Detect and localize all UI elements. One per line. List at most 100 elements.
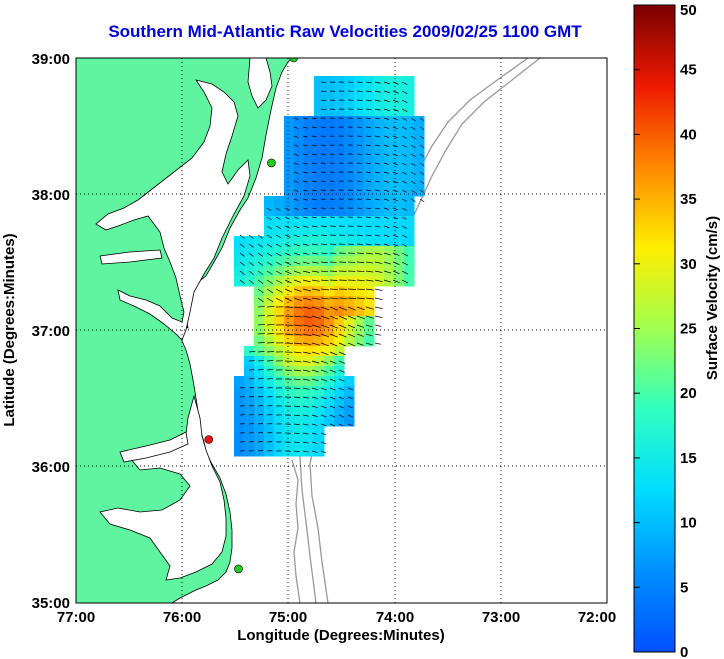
velocity-vector: [347, 342, 355, 347]
velocity-vector: [365, 243, 372, 246]
velocity-vector: [311, 189, 317, 192]
velocity-cell: [314, 386, 325, 397]
velocity-vector: [320, 432, 327, 436]
velocity-vector: [320, 99, 327, 101]
velocity-cell: [384, 166, 395, 177]
velocity-vector: [320, 405, 327, 409]
velocity-vector: [302, 369, 311, 372]
velocity-vector: [401, 171, 407, 175]
velocity-cell: [364, 206, 375, 217]
velocity-cell: [324, 136, 335, 147]
velocity-vector: [311, 306, 321, 310]
velocity-vector: [275, 279, 283, 284]
velocity-cell: [374, 136, 385, 147]
velocity-cell: [364, 96, 375, 107]
velocity-vector: [302, 225, 309, 228]
velocity-cell: [254, 386, 265, 397]
velocity-vector: [365, 117, 371, 120]
velocity-cell: [344, 96, 355, 107]
velocity-vector: [383, 225, 390, 228]
velocity-cell: [384, 256, 395, 267]
velocity-vector: [257, 405, 264, 407]
velocity-vector: [347, 405, 353, 409]
velocity-cell: [384, 126, 395, 137]
velocity-cell: [334, 136, 345, 147]
velocity-vector: [410, 189, 416, 193]
velocity-vector: [311, 423, 318, 426]
velocity-vector: [401, 180, 407, 184]
velocity-cell: [304, 346, 315, 357]
velocity-cell: [294, 116, 305, 127]
velocity-cell: [324, 116, 335, 127]
colorbar-tick-label: 25: [680, 321, 697, 338]
velocity-cell: [314, 256, 325, 267]
velocity-cell: [294, 386, 305, 397]
velocity-cell: [404, 76, 415, 87]
velocity-vector: [266, 324, 275, 326]
velocity-cell: [304, 426, 315, 437]
velocity-cell: [314, 106, 325, 117]
velocity-vector: [257, 261, 264, 266]
velocity-cell: [394, 196, 405, 207]
velocity-cell: [394, 226, 405, 237]
velocity-vector: [356, 234, 363, 236]
x-tick-label: 73:00: [482, 609, 520, 626]
velocity-vector: [329, 369, 337, 373]
velocity-cell: [314, 96, 325, 107]
velocity-cell: [364, 196, 375, 207]
colorbar-label: Surface Velocity (cm/s): [704, 216, 721, 380]
velocity-cell: [394, 156, 405, 167]
velocity-cell: [324, 316, 335, 327]
velocity-cell: [354, 206, 365, 217]
velocity-cell: [374, 116, 385, 127]
velocity-vector: [383, 135, 390, 138]
velocity-vector: [311, 207, 317, 210]
velocity-cell: [344, 396, 355, 407]
velocity-vector: [320, 369, 328, 373]
velocity-cell: [354, 246, 365, 257]
velocity-cell: [314, 196, 325, 207]
velocity-vector: [257, 279, 264, 285]
velocity-vector: [320, 342, 329, 347]
velocity-cell: [314, 86, 325, 97]
velocity-cell: [264, 296, 275, 307]
velocity-vector: [392, 108, 399, 112]
velocity-vector: [275, 297, 283, 302]
velocity-cell: [324, 166, 335, 177]
velocity-vector: [356, 324, 364, 328]
velocity-vector: [320, 108, 327, 110]
velocity-vector: [320, 414, 327, 418]
velocity-cell: [304, 296, 315, 307]
velocity-vector: [266, 315, 275, 317]
velocity-cell: [274, 266, 285, 277]
velocity-vector: [374, 117, 381, 120]
velocity-cell: [264, 346, 275, 357]
velocity-cell: [374, 126, 385, 137]
velocity-cell: [364, 76, 375, 87]
velocity-cell: [364, 146, 375, 157]
velocity-cell: [284, 406, 295, 417]
velocity-vector: [401, 135, 407, 139]
velocity-cell: [364, 316, 375, 327]
velocity-cell: [274, 286, 285, 297]
velocity-cell: [304, 126, 315, 137]
velocity-cell: [244, 246, 255, 257]
velocity-vector: [383, 144, 390, 147]
y-axis: 39:00 38:00 37:00 36:00 35:00 Latitude (…: [1, 51, 70, 612]
velocity-cell: [364, 296, 375, 307]
velocity-cell: [234, 406, 245, 417]
velocity-cell: [384, 246, 395, 257]
velocity-vector: [293, 198, 299, 201]
velocity-cell: [404, 186, 415, 197]
velocity-vector: [257, 297, 264, 303]
velocity-vector: [374, 153, 381, 156]
velocity-vector: [401, 207, 407, 211]
velocity-cell: [314, 316, 325, 327]
colorbar-tick-label: 0: [680, 644, 688, 659]
velocity-vector: [410, 198, 416, 202]
velocity-cell: [404, 96, 415, 107]
velocity-cell: [254, 286, 265, 297]
velocity-vector: [275, 216, 281, 220]
velocity-vector: [347, 306, 356, 311]
velocity-vector: [311, 234, 318, 237]
